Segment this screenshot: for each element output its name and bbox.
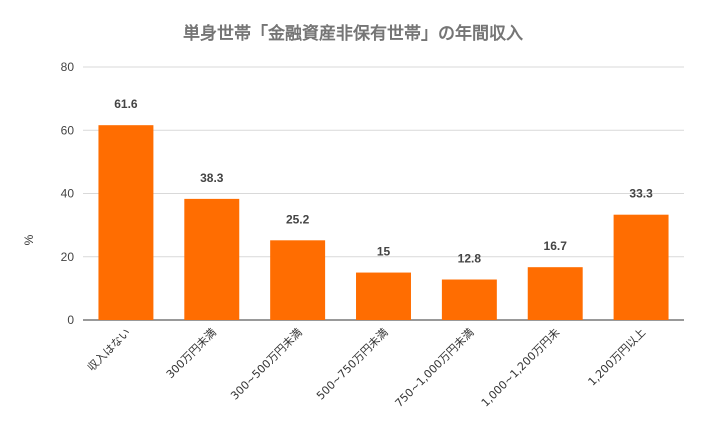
bar [441, 279, 497, 320]
data-label: 15 [377, 245, 391, 259]
y-axis-label: % [22, 234, 36, 245]
data-label: 25.2 [286, 212, 310, 226]
data-label: 12.8 [458, 252, 482, 266]
bar [613, 214, 669, 320]
data-label: 16.7 [544, 239, 568, 253]
x-tick-label: 750~1,000万円未満 [393, 326, 477, 410]
x-tick-label: 300万円未満 [164, 326, 219, 381]
y-axis-ticks: 0 20 40 60 80 [61, 60, 75, 327]
chart-title: 単身世帯「金融資産非保有世帯」の年間収入 [183, 23, 523, 44]
bar [270, 240, 326, 320]
bar-series [98, 125, 669, 320]
data-label: 33.3 [629, 187, 653, 201]
x-tick-label: 500~750万円未満 [314, 326, 391, 403]
bar [356, 272, 411, 320]
y-tick-label: 20 [61, 250, 75, 264]
y-tick-label: 80 [61, 60, 75, 74]
x-tick-label: 1,000~1,200万円未 [479, 326, 563, 410]
data-label: 38.3 [200, 171, 224, 185]
gridlines [83, 66, 684, 321]
bar [527, 267, 583, 320]
y-tick-label: 40 [61, 187, 75, 201]
x-tick-label: 収入はない [85, 326, 133, 374]
data-label: 61.6 [114, 97, 138, 111]
x-tick-label: 300~500万円未満 [228, 326, 305, 403]
y-tick-label: 0 [67, 313, 74, 327]
bar [184, 198, 240, 320]
y-tick-label: 60 [61, 123, 75, 137]
bar [98, 125, 154, 320]
x-tick-label: 1,200万円以上 [586, 326, 649, 389]
data-labels: 61.6 38.3 25.2 15 12.8 16.7 33.3 [114, 97, 653, 265]
x-axis-ticks: 収入はない 300万円未満 300~500万円未満 500~750万円未満 750~1,… [85, 326, 648, 410]
